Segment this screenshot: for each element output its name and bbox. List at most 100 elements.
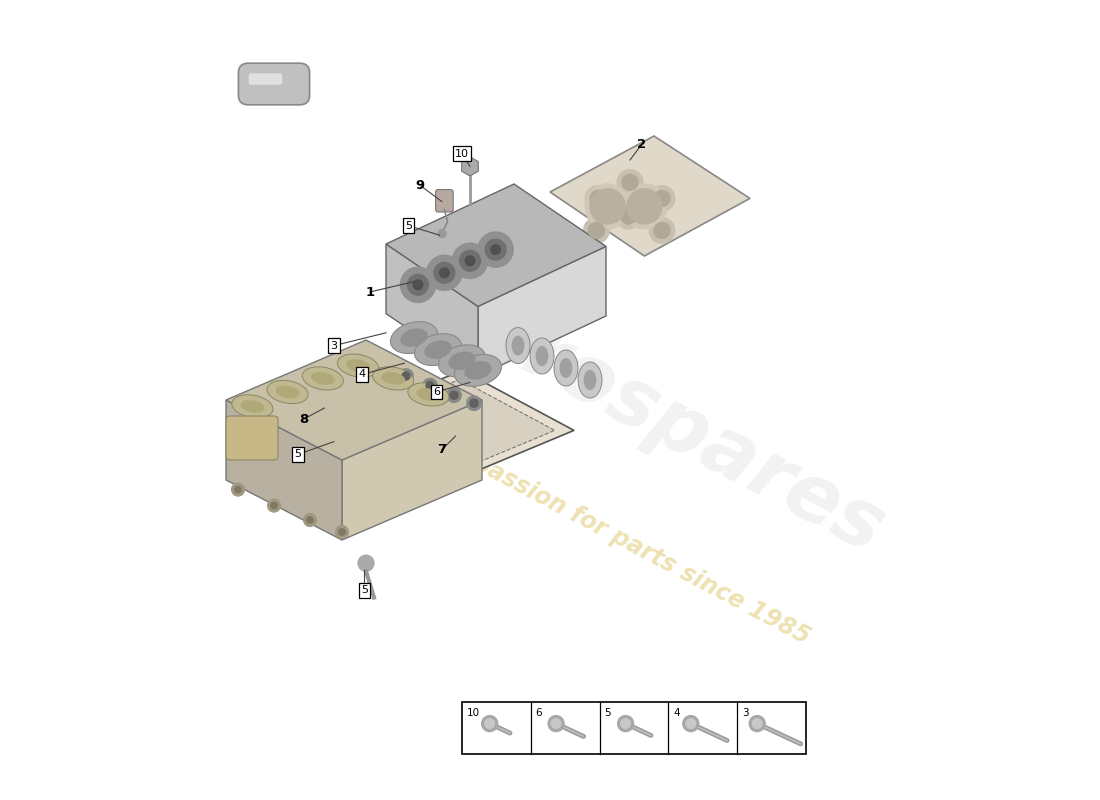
Polygon shape: [386, 184, 606, 306]
Circle shape: [616, 203, 641, 229]
Circle shape: [548, 715, 564, 731]
Circle shape: [414, 280, 422, 290]
Circle shape: [450, 391, 458, 399]
Text: 2: 2: [637, 138, 647, 150]
Circle shape: [584, 218, 609, 243]
Polygon shape: [550, 136, 750, 256]
Ellipse shape: [454, 354, 502, 386]
FancyBboxPatch shape: [226, 416, 278, 460]
Circle shape: [400, 267, 436, 302]
Text: 4: 4: [359, 370, 365, 379]
Ellipse shape: [311, 372, 334, 385]
Ellipse shape: [382, 372, 405, 385]
Ellipse shape: [506, 328, 530, 363]
Text: 3: 3: [330, 341, 338, 350]
Circle shape: [466, 396, 481, 410]
Circle shape: [654, 222, 670, 238]
FancyBboxPatch shape: [239, 63, 309, 105]
Ellipse shape: [373, 366, 414, 390]
Circle shape: [491, 245, 501, 254]
Text: 5: 5: [361, 586, 367, 595]
Text: 3: 3: [742, 708, 749, 718]
Text: 4: 4: [673, 708, 680, 718]
Circle shape: [408, 274, 428, 295]
Circle shape: [749, 715, 766, 731]
FancyBboxPatch shape: [462, 702, 806, 754]
Circle shape: [427, 255, 462, 290]
Ellipse shape: [415, 334, 462, 366]
Circle shape: [621, 174, 638, 190]
Circle shape: [447, 388, 461, 402]
Circle shape: [438, 230, 446, 238]
Ellipse shape: [512, 336, 525, 355]
Ellipse shape: [560, 358, 572, 378]
Circle shape: [649, 218, 674, 243]
Ellipse shape: [232, 394, 273, 418]
Circle shape: [585, 184, 630, 229]
Ellipse shape: [417, 388, 440, 401]
Text: a passion for parts since 1985: a passion for parts since 1985: [447, 439, 813, 649]
Ellipse shape: [390, 322, 438, 354]
Circle shape: [271, 502, 277, 509]
Text: 9: 9: [416, 179, 425, 192]
Text: 6: 6: [536, 708, 542, 718]
Circle shape: [686, 718, 695, 728]
Polygon shape: [478, 246, 606, 376]
Text: 5: 5: [604, 708, 611, 718]
Circle shape: [304, 514, 317, 526]
Circle shape: [551, 718, 561, 728]
Circle shape: [627, 189, 662, 224]
Ellipse shape: [267, 380, 308, 404]
Ellipse shape: [578, 362, 602, 398]
Ellipse shape: [408, 382, 449, 406]
Ellipse shape: [346, 359, 370, 372]
Circle shape: [585, 186, 611, 211]
Circle shape: [440, 268, 449, 278]
Circle shape: [478, 232, 514, 267]
Text: 7: 7: [438, 443, 447, 456]
Circle shape: [485, 239, 506, 260]
Circle shape: [617, 170, 642, 195]
Text: 6: 6: [433, 387, 440, 397]
Ellipse shape: [584, 370, 596, 390]
Text: 10: 10: [466, 708, 480, 718]
Ellipse shape: [338, 354, 378, 378]
Circle shape: [339, 529, 345, 535]
Circle shape: [621, 184, 667, 229]
Circle shape: [470, 399, 478, 407]
Ellipse shape: [302, 366, 343, 390]
Polygon shape: [318, 370, 574, 490]
Ellipse shape: [439, 345, 485, 377]
Polygon shape: [342, 400, 482, 540]
Circle shape: [307, 517, 314, 523]
Polygon shape: [386, 244, 478, 376]
Circle shape: [426, 382, 434, 390]
Circle shape: [485, 718, 495, 728]
Circle shape: [588, 222, 604, 238]
Circle shape: [649, 186, 674, 211]
Circle shape: [460, 250, 481, 271]
Circle shape: [358, 555, 374, 571]
Text: 1: 1: [365, 286, 375, 298]
Text: 5: 5: [405, 221, 411, 230]
Circle shape: [620, 718, 630, 728]
Circle shape: [590, 190, 606, 206]
Ellipse shape: [464, 361, 492, 380]
Polygon shape: [226, 400, 342, 540]
Circle shape: [336, 526, 349, 538]
Circle shape: [452, 243, 487, 278]
FancyBboxPatch shape: [249, 74, 283, 85]
Ellipse shape: [276, 386, 299, 398]
Circle shape: [267, 499, 280, 512]
Ellipse shape: [554, 350, 578, 386]
Circle shape: [482, 715, 497, 731]
Circle shape: [654, 190, 670, 206]
Circle shape: [752, 718, 762, 728]
Ellipse shape: [530, 338, 554, 374]
Ellipse shape: [425, 340, 452, 359]
Circle shape: [465, 256, 475, 266]
Circle shape: [232, 483, 244, 496]
Ellipse shape: [536, 346, 549, 366]
Polygon shape: [338, 379, 554, 482]
FancyBboxPatch shape: [436, 190, 453, 212]
